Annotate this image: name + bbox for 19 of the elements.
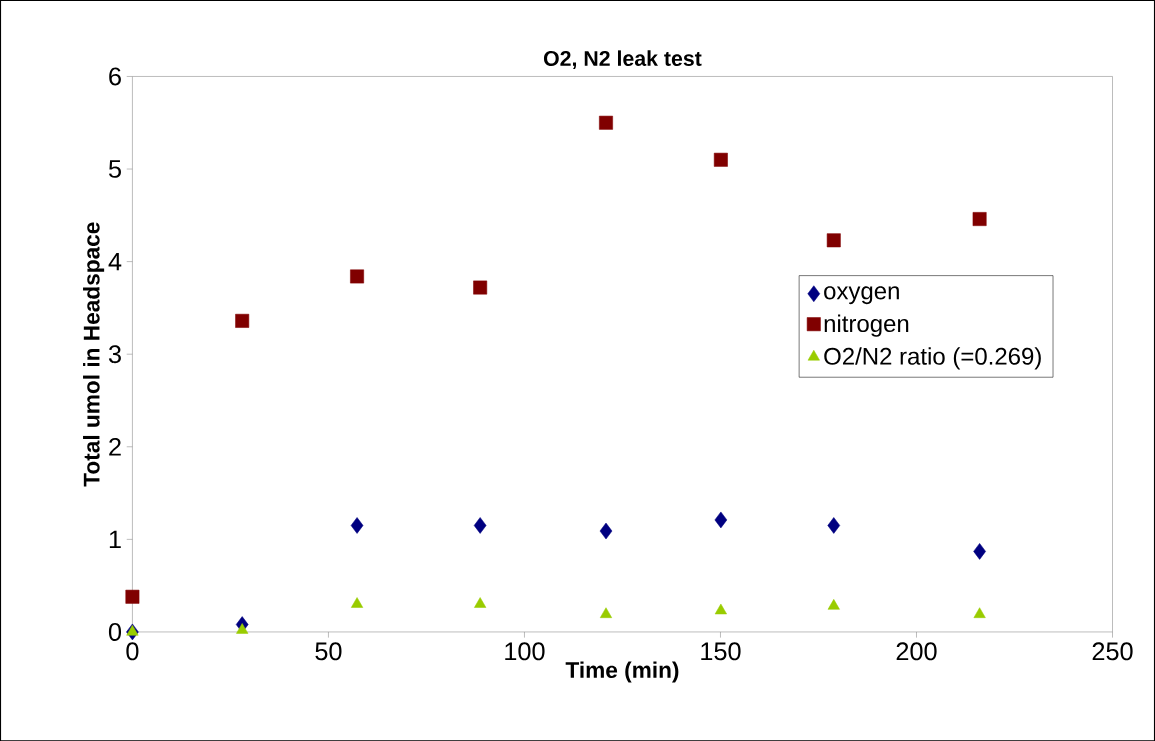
x-tick-label: 200: [896, 642, 937, 661]
x-tick-label: 250: [1092, 642, 1133, 661]
y-tick-label: 2: [109, 437, 121, 456]
y-tick-label: 3: [108, 345, 121, 363]
x-tick-label: 0: [126, 642, 139, 661]
x-axis-title: Time (min): [565, 661, 679, 683]
chart-title: O2, N2 leak test: [543, 50, 702, 69]
y-axis-title: Total umol in Headspace: [83, 222, 105, 487]
y-tick-label: 5: [108, 160, 121, 178]
y-tick-label: 4: [108, 252, 122, 271]
x-tick-label: 100: [505, 642, 545, 661]
y-tick-label: 6: [109, 67, 121, 86]
y-tick-label: 1: [109, 530, 121, 548]
y-tick-label: 0: [108, 622, 122, 641]
x-tick-label: 50: [315, 642, 342, 661]
x-tick-label: 150: [701, 642, 741, 661]
legend-label: oxygen: [824, 286, 899, 304]
legend-label: nitrogen: [824, 314, 909, 337]
legend-label: O2/N2 ratio (=0.269): [824, 347, 1041, 370]
